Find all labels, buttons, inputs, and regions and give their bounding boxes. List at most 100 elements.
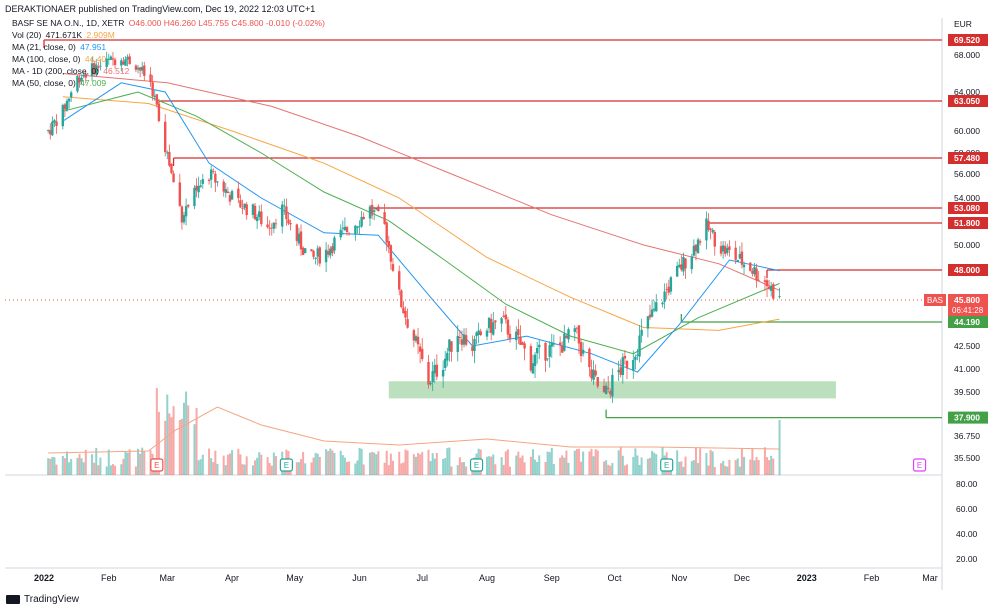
candle-body xyxy=(51,121,54,136)
level-tag xyxy=(948,316,988,328)
candles xyxy=(46,51,781,403)
volume-bar xyxy=(99,457,102,475)
time-tick-label: Jun xyxy=(352,573,367,583)
candle-body xyxy=(646,316,650,329)
volume-bar xyxy=(722,460,725,475)
candle-body xyxy=(304,248,307,254)
level-tag-label: 63.050 xyxy=(954,96,980,106)
legend-ma100: MA (100, close, 0) 44.40 xyxy=(10,54,106,64)
candle-body xyxy=(757,279,760,281)
candle-body xyxy=(331,246,334,254)
candle-body xyxy=(751,270,754,274)
candle-body xyxy=(253,205,257,220)
volume-bar xyxy=(316,453,319,475)
volume-bar xyxy=(713,466,716,475)
candle-body xyxy=(594,370,597,376)
legend-ma50-label: MA (50, close, 0) xyxy=(12,78,76,88)
volume-bar xyxy=(605,460,608,475)
time-tick-label: May xyxy=(286,573,304,583)
price-tick-label: 68.000 xyxy=(954,50,980,60)
volume-bar xyxy=(465,466,468,475)
candle-body xyxy=(446,352,449,361)
candle-body xyxy=(343,226,347,230)
volume-bar xyxy=(500,457,503,475)
volume-bar xyxy=(446,448,449,475)
candle-body xyxy=(606,387,610,390)
candle-body xyxy=(414,336,418,341)
volume-bar xyxy=(170,417,173,475)
candle-body xyxy=(195,185,198,191)
volume-bar xyxy=(534,459,537,475)
volume-bar xyxy=(523,462,526,475)
candle-body xyxy=(398,271,401,290)
candle-body xyxy=(184,206,188,217)
legend-ma21-label: MA (21, close, 0) xyxy=(12,42,76,52)
candle-body xyxy=(494,320,497,323)
volume-bar xyxy=(548,452,551,475)
candle-body xyxy=(477,330,480,335)
volume-bar xyxy=(375,454,378,475)
volume-bar xyxy=(339,450,342,475)
volume-bar xyxy=(619,447,622,475)
candle-body xyxy=(563,333,566,351)
price-tick-label: 54.000 xyxy=(954,193,980,203)
volume-bar xyxy=(325,449,328,475)
moving-averages xyxy=(62,73,780,373)
volume-bar xyxy=(398,451,401,475)
volume-bar xyxy=(508,466,511,475)
volume-bar xyxy=(517,451,520,475)
volume-bar xyxy=(122,458,125,475)
candle-body xyxy=(224,189,227,193)
candle-body xyxy=(166,152,169,154)
price-tick-label: 36.750 xyxy=(954,431,980,441)
volume-bar xyxy=(274,456,277,475)
volume-bar xyxy=(709,449,712,475)
volume-bar xyxy=(626,464,629,475)
candle-body xyxy=(310,249,313,252)
candle-body xyxy=(669,277,673,292)
candle-body xyxy=(134,65,138,70)
volume-bar xyxy=(93,462,96,475)
price-tick-label: 50.000 xyxy=(954,240,980,250)
candle-body xyxy=(638,335,641,357)
candle-body xyxy=(590,369,593,379)
volume-bar xyxy=(417,453,420,475)
volume-bar xyxy=(362,464,365,475)
candle-body xyxy=(230,191,234,200)
legend-ma21-value: 47.951 xyxy=(80,42,107,52)
volume-bar xyxy=(567,462,570,475)
candle-body xyxy=(180,206,184,223)
candle-body xyxy=(431,371,434,383)
candle-body xyxy=(471,346,474,351)
volume-bar xyxy=(55,464,58,475)
candle-body xyxy=(763,280,767,282)
candle-body xyxy=(711,229,714,233)
volume-bar xyxy=(243,464,246,475)
volume-bar xyxy=(141,447,144,475)
legend-ma200: MA - 1D (200, close, 0) 46.512 xyxy=(10,66,129,76)
candle-body xyxy=(663,291,666,302)
volume-bar xyxy=(442,458,445,475)
ma21-line xyxy=(62,82,780,373)
earnings-marker xyxy=(150,458,164,472)
candle-body xyxy=(441,369,445,377)
candle-body xyxy=(473,338,476,352)
candle-body xyxy=(433,365,436,374)
candle-body xyxy=(239,200,242,208)
volume-bar xyxy=(458,457,461,475)
candle-body xyxy=(429,382,432,385)
symbol-tag xyxy=(924,294,946,306)
candle-body xyxy=(65,100,69,111)
price-tick-label: 56.000 xyxy=(954,169,980,179)
volume-bar xyxy=(460,462,463,475)
level-tag xyxy=(948,217,988,229)
volume-bar xyxy=(239,454,242,475)
candle-body xyxy=(138,67,142,71)
candle-body xyxy=(508,333,512,339)
candle-body xyxy=(485,330,489,337)
candle-body xyxy=(301,247,305,255)
volume-bar xyxy=(214,450,217,475)
candle-body xyxy=(709,228,712,230)
level-tag-label: 44.190 xyxy=(954,317,980,327)
candle-body xyxy=(297,233,301,244)
